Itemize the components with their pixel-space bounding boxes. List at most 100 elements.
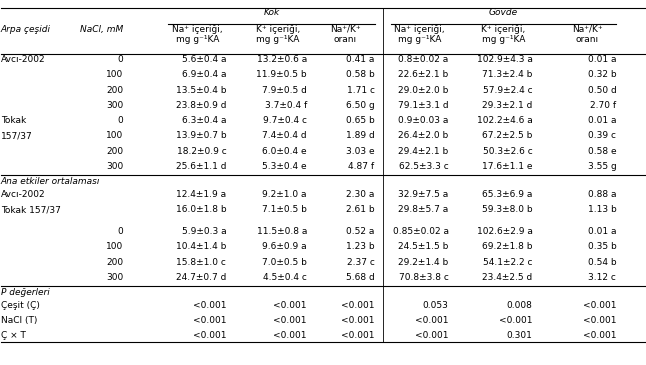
Text: 17.6±1.1 e: 17.6±1.1 e [482,162,532,171]
Text: 13.5±0.4 b: 13.5±0.4 b [176,86,226,95]
Text: 102.2±4.6 a: 102.2±4.6 a [477,116,532,125]
Text: 0.9±0.03 a: 0.9±0.03 a [399,116,449,125]
Text: 1.71 c: 1.71 c [346,86,375,95]
Text: 100: 100 [106,70,123,80]
Text: Na⁺/K⁺
oranı: Na⁺/K⁺ oranı [330,25,361,44]
Text: 300: 300 [106,162,123,171]
Text: 23.4±2.5 d: 23.4±2.5 d [483,273,532,282]
Text: 12.4±1.9 a: 12.4±1.9 a [176,190,226,199]
Text: 200: 200 [106,258,123,267]
Text: <0.001: <0.001 [273,301,307,310]
Text: Ana etkiler ortalaması: Ana etkiler ortalaması [1,177,100,186]
Text: 32.9±7.5 a: 32.9±7.5 a [399,190,449,199]
Text: Na⁺ içeriği,
mg g⁻¹KA: Na⁺ içeriği, mg g⁻¹KA [172,25,223,44]
Text: 29.0±2.0 b: 29.0±2.0 b [399,86,449,95]
Text: 7.0±0.5 b: 7.0±0.5 b [262,258,307,267]
Text: 4.87 f: 4.87 f [348,162,375,171]
Text: 0.35 b: 0.35 b [588,242,616,251]
Text: <0.001: <0.001 [583,331,616,340]
Text: <0.001: <0.001 [193,301,226,310]
Text: 5.3±0.4 e: 5.3±0.4 e [262,162,307,171]
Text: 0.41 a: 0.41 a [346,55,375,64]
Text: <0.001: <0.001 [341,331,375,340]
Text: 4.5±0.4 c: 4.5±0.4 c [263,273,307,282]
Text: Kök: Kök [264,8,280,18]
Text: 54.1±2.2 c: 54.1±2.2 c [483,258,532,267]
Text: 102.6±2.9 a: 102.6±2.9 a [477,227,532,236]
Text: 0.54 b: 0.54 b [588,258,616,267]
Text: P değerleri: P değerleri [1,288,50,297]
Text: 6.0±0.4 e: 6.0±0.4 e [262,147,307,156]
Text: 24.5±1.5 b: 24.5±1.5 b [399,242,449,251]
Text: 79.1±3.1 d: 79.1±3.1 d [398,101,449,110]
Text: 62.5±3.3 c: 62.5±3.3 c [399,162,449,171]
Text: 0.58 b: 0.58 b [346,70,375,80]
Text: 6.9±0.4 a: 6.9±0.4 a [182,70,226,80]
Text: NaCl, mM: NaCl, mM [80,25,123,34]
Text: 9.6±0.9 a: 9.6±0.9 a [262,242,307,251]
Text: 5.9±0.3 a: 5.9±0.3 a [182,227,226,236]
Text: 15.8±1.0 c: 15.8±1.0 c [176,258,226,267]
Text: <0.001: <0.001 [583,301,616,310]
Text: <0.001: <0.001 [273,331,307,340]
Text: 69.2±1.8 b: 69.2±1.8 b [482,242,532,251]
Text: Avcı-2002: Avcı-2002 [1,190,45,199]
Text: 16.0±1.8 b: 16.0±1.8 b [176,205,226,214]
Text: 200: 200 [106,86,123,95]
Text: 57.9±2.4 c: 57.9±2.4 c [483,86,532,95]
Text: 0.50 d: 0.50 d [588,86,616,95]
Text: 0.301: 0.301 [506,331,532,340]
Text: 0.01 a: 0.01 a [588,55,616,64]
Text: 18.2±0.9 c: 18.2±0.9 c [176,147,226,156]
Text: 3.12 c: 3.12 c [589,273,616,282]
Text: 9.2±1.0 a: 9.2±1.0 a [262,190,307,199]
Text: 6.50 g: 6.50 g [346,101,375,110]
Text: 1.13 b: 1.13 b [588,205,616,214]
Text: 0.39 c: 0.39 c [589,131,616,141]
Text: 0.8±0.02 a: 0.8±0.02 a [399,55,449,64]
Text: <0.001: <0.001 [499,316,532,325]
Text: Çeşit (Ç): Çeşit (Ç) [1,301,39,310]
Text: 29.8±5.7 a: 29.8±5.7 a [399,205,449,214]
Text: 50.3±2.6 c: 50.3±2.6 c [483,147,532,156]
Text: Gövde: Gövde [489,8,518,18]
Text: 11.5±0.8 a: 11.5±0.8 a [256,227,307,236]
Text: 0.65 b: 0.65 b [346,116,375,125]
Text: <0.001: <0.001 [341,316,375,325]
Text: 0: 0 [118,55,123,64]
Text: 5.68 d: 5.68 d [346,273,375,282]
Text: <0.001: <0.001 [415,316,449,325]
Text: Tokak: Tokak [1,116,26,125]
Text: Tokak 157/37: Tokak 157/37 [1,205,61,214]
Text: 3.55 g: 3.55 g [588,162,616,171]
Text: 23.8±0.9 d: 23.8±0.9 d [176,101,226,110]
Text: 10.4±1.4 b: 10.4±1.4 b [176,242,226,251]
Text: 2.30 a: 2.30 a [346,190,375,199]
Text: 2.70 f: 2.70 f [590,101,616,110]
Text: Na⁺ içeriği,
mg g⁻¹KA: Na⁺ içeriği, mg g⁻¹KA [394,25,445,44]
Text: <0.001: <0.001 [415,331,449,340]
Text: <0.001: <0.001 [193,331,226,340]
Text: 11.9±0.5 b: 11.9±0.5 b [256,70,307,80]
Text: 0: 0 [118,116,123,125]
Text: 0.053: 0.053 [423,301,449,310]
Text: 100: 100 [106,242,123,251]
Text: Na⁺/K⁺
oranı: Na⁺/K⁺ oranı [572,25,603,44]
Text: Avcı-2002: Avcı-2002 [1,55,45,64]
Text: 0.32 b: 0.32 b [588,70,616,80]
Text: 13.2±0.6 a: 13.2±0.6 a [256,55,307,64]
Text: <0.001: <0.001 [583,316,616,325]
Text: 0: 0 [118,227,123,236]
Text: 7.1±0.5 b: 7.1±0.5 b [262,205,307,214]
Text: K⁺ içeriği,
mg g⁻¹KA: K⁺ içeriği, mg g⁻¹KA [481,25,526,44]
Text: 29.4±2.1 b: 29.4±2.1 b [399,147,449,156]
Text: 6.3±0.4 a: 6.3±0.4 a [182,116,226,125]
Text: 9.7±0.4 c: 9.7±0.4 c [263,116,307,125]
Text: 2.61 b: 2.61 b [346,205,375,214]
Text: 200: 200 [106,147,123,156]
Text: 3.7±0.4 f: 3.7±0.4 f [265,101,307,110]
Text: Arpa çeşidi: Arpa çeşidi [1,25,50,34]
Text: 7.4±0.4 d: 7.4±0.4 d [262,131,307,141]
Text: NaCl (T): NaCl (T) [1,316,37,325]
Text: 25.6±1.1 d: 25.6±1.1 d [176,162,226,171]
